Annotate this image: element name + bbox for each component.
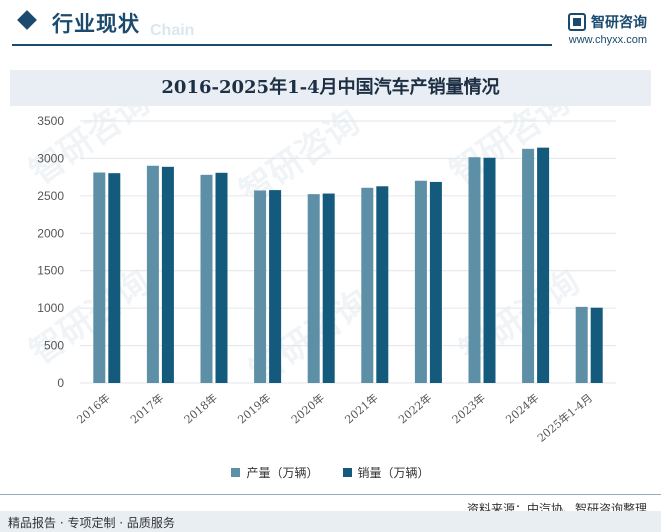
bar-production xyxy=(575,306,588,383)
y-tick-label: 3500 xyxy=(37,114,64,128)
bar-chart: 0 500 1000 1500 2000 2500 3000 3500 2016年 2017年 20… xyxy=(37,114,616,445)
y-tick-label: 2000 xyxy=(37,226,64,240)
y-tick-label: 1500 xyxy=(37,264,64,278)
chart-title-bar: 2016-2025年1-4月中国汽车产销量情况 xyxy=(10,70,651,106)
bar-sales xyxy=(322,193,335,383)
y-tick-label: 1000 xyxy=(37,301,64,315)
legend-item-sales: 销量（万辆） xyxy=(342,464,430,481)
x-tick-label: 2017年 xyxy=(127,391,166,427)
bar-production xyxy=(307,194,320,383)
bar-production xyxy=(146,165,159,383)
header: 行业现状 Chain 智研咨询 www.chyxx.com xyxy=(0,0,661,50)
bar-sales xyxy=(483,157,496,383)
x-tick-label: 2023年 xyxy=(449,391,488,427)
x-tick-label: 2020年 xyxy=(288,391,327,427)
y-tick-label: 500 xyxy=(44,339,64,353)
y-tick-label: 3000 xyxy=(37,151,64,165)
legend-label-sales: 销量（万辆） xyxy=(357,466,430,480)
bar-sales xyxy=(537,147,550,383)
bar-sales xyxy=(161,166,174,383)
y-tick-label: 0 xyxy=(57,376,64,390)
legend-item-production: 产量（万辆） xyxy=(231,464,319,481)
bar-production xyxy=(468,157,481,383)
x-tick-label: 2016年 xyxy=(74,391,113,427)
bar-sales xyxy=(215,172,228,383)
brand-name: 智研咨询 xyxy=(591,15,647,31)
legend-swatch-production xyxy=(231,468,241,477)
x-tick-label: 2021年 xyxy=(342,391,381,427)
bar-production xyxy=(254,190,267,383)
bar-production xyxy=(361,187,374,383)
diamond-icon xyxy=(17,10,37,30)
slogan: 精品报告 · 专项定制 · 品质服务 xyxy=(8,516,175,530)
legend-swatch-sales xyxy=(342,468,352,477)
bar-sales xyxy=(590,307,603,383)
legend: 产量（万辆） 销量（万辆） xyxy=(0,464,661,481)
brand-logo-icon xyxy=(568,13,586,31)
bar-production xyxy=(93,172,106,383)
section-watermark: Chain xyxy=(150,22,195,39)
footer-divider xyxy=(0,494,661,495)
brand: 智研咨询 www.chyxx.com xyxy=(568,12,647,46)
legend-label-production: 产量（万辆） xyxy=(246,466,319,480)
bar-sales xyxy=(269,190,282,383)
x-tick-label: 2022年 xyxy=(395,391,434,427)
section-title: 行业现状 xyxy=(52,12,140,36)
bar-production xyxy=(414,180,427,383)
bar-production xyxy=(522,148,535,383)
x-tick-label: 2019年 xyxy=(235,391,274,427)
brand-url[interactable]: www.chyxx.com xyxy=(568,34,647,46)
bar-sales xyxy=(429,181,442,383)
bar-sales xyxy=(376,186,389,383)
bar-sales xyxy=(108,173,121,383)
footer-band: 精品报告 · 专项定制 · 品质服务 xyxy=(0,511,661,532)
bar-production xyxy=(200,174,213,383)
header-divider xyxy=(12,44,552,46)
x-tick-label: 2024年 xyxy=(503,391,542,427)
x-tick-label: 2025年1-4月 xyxy=(534,391,595,445)
y-tick-label: 2500 xyxy=(37,189,64,203)
x-tick-label: 2018年 xyxy=(181,391,220,427)
chart-title: 2016-2025年1-4月中国汽车产销量情况 xyxy=(161,77,500,98)
